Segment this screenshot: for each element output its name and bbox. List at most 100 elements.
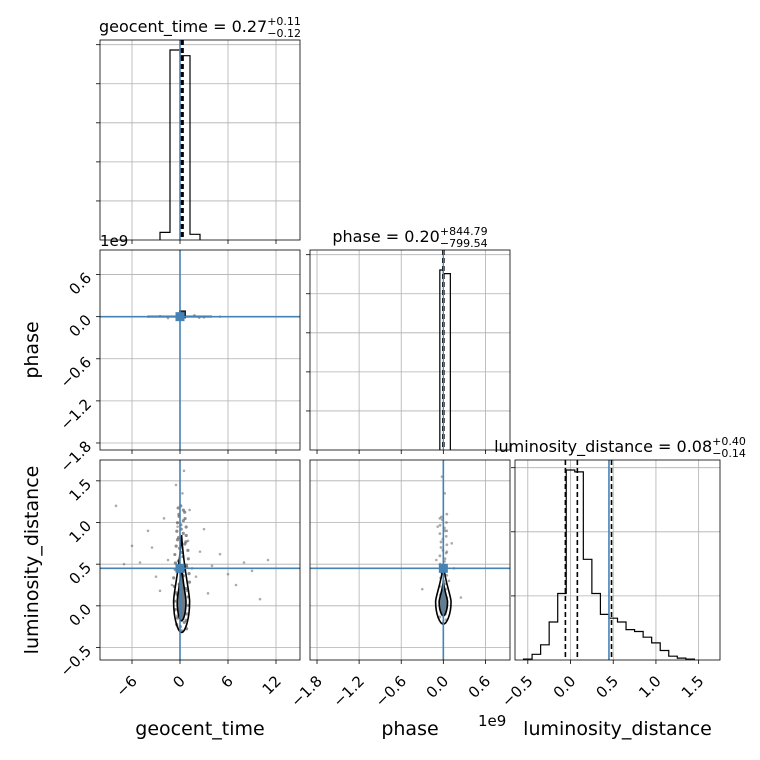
scatter-dense-dp-35 xyxy=(438,523,442,527)
tick-label-x-geocent_time-2: 6 xyxy=(217,672,236,691)
scatter-dense-dg-4 xyxy=(182,620,186,624)
scatter-point-dp-8 xyxy=(420,587,424,591)
scatter-point-dg-20 xyxy=(250,569,254,573)
truth-marker-dp xyxy=(438,563,448,573)
scatter-point-dg-2 xyxy=(138,561,142,564)
scatter-point-dg-15 xyxy=(210,564,214,568)
scatter-point-dg-29 xyxy=(176,525,179,528)
scatter-dense-dg-38 xyxy=(186,548,190,552)
x-axis-label-phase: phase xyxy=(381,718,438,740)
tick-label-x-phase-1: −1.2 xyxy=(329,672,367,710)
tick-label-x-luminosity_distance-3: 1.0 xyxy=(635,672,665,702)
scatter-dense-dg-34 xyxy=(186,557,190,561)
scatter-point-dp-9 xyxy=(459,596,463,599)
tick-label-y-phase-0: −1.8 xyxy=(57,437,95,475)
scatter-point-dg-26 xyxy=(150,546,154,549)
scatter-point-dg-21 xyxy=(258,597,262,601)
tick-label-x-phase-0: −1.8 xyxy=(287,672,325,710)
scatter-dense-dg-23 xyxy=(187,580,192,584)
tick-label-x-phase-2: −0.6 xyxy=(372,672,410,710)
scatter-dense-dg-51 xyxy=(175,521,180,525)
tick-label-x-luminosity_distance-2: 0.5 xyxy=(592,672,622,702)
truth-marker-pg xyxy=(175,312,185,322)
tick-label-y-phase-1: −1.2 xyxy=(57,395,95,433)
tick-label-y-phase-3: 0.0 xyxy=(65,311,95,341)
tick-label-y-luminosity_distance-3: 1.0 xyxy=(65,517,95,547)
title-text-luminosity_distance: luminosity_distance = 0.08 xyxy=(494,437,712,457)
scatter-dense-dp-27 xyxy=(439,546,443,549)
scatter-point-dg-18 xyxy=(234,583,238,587)
tick-label-y-luminosity_distance-0: −0.5 xyxy=(57,642,95,680)
scatter-dense-dp-39 xyxy=(445,512,449,516)
title-lower-error-geocent_time: −0.12 xyxy=(267,27,301,40)
offset-multiplier-phase-x: 1e9 xyxy=(478,712,506,730)
panel-phase-vs-geocent_time xyxy=(99,249,301,451)
scatter-point-dg-4 xyxy=(154,575,158,578)
y-axis-label-phase: phase xyxy=(21,321,43,378)
scatter-point-dg-28 xyxy=(181,492,184,495)
scatter-dense-dg-40 xyxy=(174,544,178,548)
scatter-point-dp-4 xyxy=(435,558,438,562)
x-axis-label-luminosity_distance: luminosity_distance xyxy=(523,718,712,740)
title-text-phase: phase = 0.20 xyxy=(332,227,439,246)
y-axis-label-luminosity_distance: luminosity_distance xyxy=(21,466,43,655)
scatter-point-dp-3 xyxy=(450,542,454,545)
scatter-dense-dp-32 xyxy=(438,532,442,536)
title-lower-error-phase: −799.54 xyxy=(440,237,488,250)
title-phase: phase = 0.20+844.79 −799.54 xyxy=(332,225,487,250)
scatter-dense-dp-36 xyxy=(445,521,448,524)
x-axis-label-geocent_time: geocent_time xyxy=(135,718,264,740)
title-lower-error-luminosity_distance: −0.14 xyxy=(712,447,746,460)
scatter-point-dg-16 xyxy=(218,552,222,556)
scatter-point-dg-17 xyxy=(226,572,230,576)
panel-phase-hist xyxy=(309,249,511,451)
scatter-point-dg-27 xyxy=(188,508,191,512)
title-text-geocent_time: geocent_time = 0.27 xyxy=(99,17,267,37)
panel-distance-vs-geocent_time xyxy=(99,459,301,661)
scatter-dense-dg-31 xyxy=(184,563,189,567)
scatter-point-dg-19 xyxy=(242,561,246,564)
tick-label-y-luminosity_distance-2: 0.5 xyxy=(65,559,95,589)
scatter-dense-dp-28 xyxy=(445,543,449,547)
tick-label-x-geocent_time-1: 0 xyxy=(169,672,188,691)
scatter-point-dp-11 xyxy=(436,525,440,528)
tick-label-y-luminosity_distance-1: 0.0 xyxy=(65,600,95,630)
scatter-dense-dg-42 xyxy=(184,540,188,544)
scatter-point-dg-7 xyxy=(170,583,174,587)
scatter-dense-dp-17 xyxy=(445,573,449,577)
tick-label-x-phase-3: 0.0 xyxy=(423,672,453,702)
offset-multiplier-phase-y: 1e9 xyxy=(100,232,128,250)
scatter-dense-dg-46 xyxy=(181,531,185,535)
title-luminosity_distance: luminosity_distance = 0.08+0.40 −0.14 xyxy=(494,435,746,460)
truth-marker-dg xyxy=(175,563,185,573)
scatter-dense-dg-36 xyxy=(173,552,177,557)
tick-label-y-luminosity_distance-4: 1.5 xyxy=(65,475,95,505)
scatter-point-dg-1 xyxy=(130,544,134,548)
scatter-dense-dg-25 xyxy=(172,576,176,580)
scatter-point-dg-25 xyxy=(122,562,126,566)
panel-distance-vs-phase xyxy=(309,459,511,661)
title-upper-error-luminosity_distance: +0.40 xyxy=(712,435,746,448)
scatter-dense-dp-38 xyxy=(440,515,443,519)
tick-label-y-phase-4: 0.6 xyxy=(65,269,95,299)
scatter-dense-dg-8 xyxy=(185,612,189,616)
scatter-dense-dp-2 xyxy=(438,615,442,619)
scatter-point-dg-24 xyxy=(158,589,162,593)
tick-label-x-luminosity_distance-0: −0.5 xyxy=(498,672,536,710)
title-upper-error-phase: +844.79 xyxy=(440,225,488,238)
tick-label-y-phase-2: −0.6 xyxy=(57,353,95,391)
scatter-point-dg-12 xyxy=(194,575,198,578)
tick-label-x-luminosity_distance-1: 0.0 xyxy=(550,672,580,702)
scatter-point-dg-9 xyxy=(182,469,186,473)
scatter-dense-dg-58 xyxy=(176,506,180,510)
scatter-point-dg-0 xyxy=(114,504,118,508)
tick-label-x-geocent_time-3: 12 xyxy=(259,672,285,698)
title-upper-error-geocent_time: +0.11 xyxy=(267,15,301,28)
scatter-dense-dg-53 xyxy=(183,516,187,521)
scatter-dense-dg-27 xyxy=(187,572,191,576)
scatter-dense-dp-25 xyxy=(444,551,448,555)
scatter-point-dg-8 xyxy=(174,483,178,487)
panel-luminosity_distance-hist xyxy=(514,459,721,661)
scatter-dense-dg-57 xyxy=(181,508,185,512)
